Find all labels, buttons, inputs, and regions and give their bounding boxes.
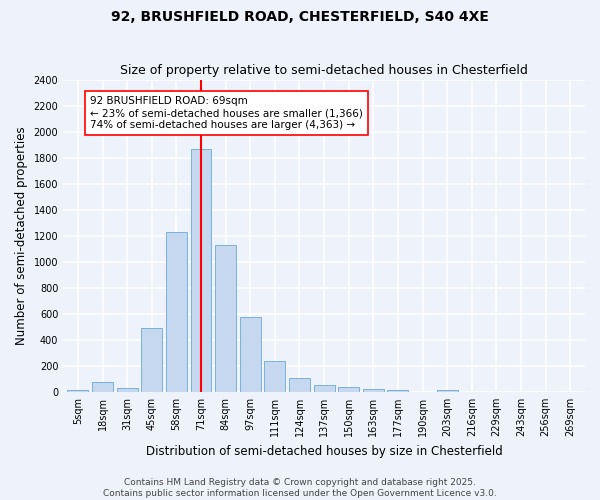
Text: Contains HM Land Registry data © Crown copyright and database right 2025.
Contai: Contains HM Land Registry data © Crown c… xyxy=(103,478,497,498)
Bar xyxy=(388,390,409,392)
Bar xyxy=(166,232,187,392)
Bar xyxy=(215,245,236,392)
Bar xyxy=(437,390,458,392)
Bar xyxy=(363,390,384,392)
Bar xyxy=(67,390,88,392)
Bar xyxy=(289,378,310,392)
Title: Size of property relative to semi-detached houses in Chesterfield: Size of property relative to semi-detach… xyxy=(120,64,528,77)
Bar xyxy=(117,388,137,392)
Bar xyxy=(240,317,261,392)
X-axis label: Distribution of semi-detached houses by size in Chesterfield: Distribution of semi-detached houses by … xyxy=(146,444,502,458)
Bar xyxy=(265,360,286,392)
Bar xyxy=(338,388,359,392)
Y-axis label: Number of semi-detached properties: Number of semi-detached properties xyxy=(15,126,28,345)
Text: 92 BRUSHFIELD ROAD: 69sqm
← 23% of semi-detached houses are smaller (1,366)
74% : 92 BRUSHFIELD ROAD: 69sqm ← 23% of semi-… xyxy=(90,96,363,130)
Text: 92, BRUSHFIELD ROAD, CHESTERFIELD, S40 4XE: 92, BRUSHFIELD ROAD, CHESTERFIELD, S40 4… xyxy=(111,10,489,24)
Bar xyxy=(191,148,211,392)
Bar xyxy=(314,385,335,392)
Bar xyxy=(142,328,162,392)
Bar xyxy=(92,382,113,392)
